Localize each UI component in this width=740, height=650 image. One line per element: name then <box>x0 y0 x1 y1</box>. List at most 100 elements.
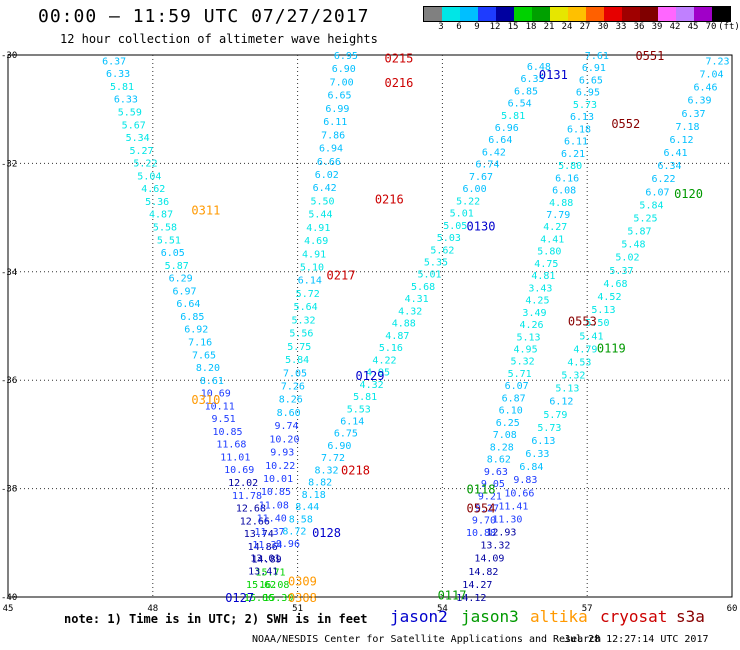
color-swatch <box>676 7 694 21</box>
chart-title: 00:00 – 11:59 UTC 07/27/2017 <box>38 6 370 27</box>
wave-height-value: 6.74 <box>475 160 499 171</box>
wave-height-value: 9.51 <box>212 414 236 425</box>
wave-height-value: 4.95 <box>366 368 390 379</box>
wave-height-value: 10.88 <box>466 528 496 539</box>
wave-height-value: 6.65 <box>579 75 603 86</box>
wave-height-value: 4.68 <box>603 279 627 290</box>
wave-height-value: 5.41 <box>579 331 603 342</box>
color-scale-label: 27 <box>579 22 591 32</box>
y-tick-label: -30 <box>1 51 17 61</box>
color-scale-label: 30 <box>597 22 609 32</box>
wave-height-value: 11.78 <box>232 491 262 502</box>
wave-height-value: 7.00 <box>330 77 354 88</box>
wave-height-value: 8.28 <box>490 442 514 453</box>
wave-height-value: 6.64 <box>488 135 512 146</box>
wave-height-value: 4.31 <box>405 294 429 305</box>
x-tick-label: 48 <box>147 604 158 614</box>
color-scale-label: (ft) <box>718 22 740 32</box>
wave-height-value: 7.26 <box>281 381 305 392</box>
color-scale-label: 70 <box>705 22 717 32</box>
wave-height-value: 6.07 <box>645 187 669 198</box>
color-scale-label: 39 <box>651 22 663 32</box>
wave-height-value: 6.34 <box>657 161 681 172</box>
wave-height-value: 12.66 <box>240 516 270 527</box>
wave-height-value: 6.33 <box>114 95 138 106</box>
color-swatch <box>568 7 586 21</box>
wave-height-value: 7.04 <box>699 70 723 81</box>
wave-height-value: 5.56 <box>289 329 313 340</box>
pass-time-label: 0308 <box>288 591 317 605</box>
wave-height-value: 5.27 <box>129 146 153 157</box>
wave-height-value: 6.21 <box>561 149 585 160</box>
wave-height-value: 6.85 <box>514 86 538 97</box>
wave-height-value: 7.61 <box>585 51 609 62</box>
wave-height-value: 6.87 <box>502 393 526 404</box>
wave-height-value: 11.30 <box>492 514 522 525</box>
wave-height-value: 8.18 <box>302 490 326 501</box>
wave-height-value: 6.08 <box>552 186 576 197</box>
y-tick-label: -34 <box>1 268 17 278</box>
y-tick-label: -40 <box>1 593 17 603</box>
x-tick-label: 60 <box>727 604 738 614</box>
pass-time-label: 0216 <box>384 76 413 90</box>
wave-height-value: 13.32 <box>480 541 510 552</box>
wave-height-value: 6.54 <box>508 99 532 110</box>
wave-height-value: 6.13 <box>531 436 555 447</box>
pass-time-label: 0309 <box>288 575 317 589</box>
wave-height-value: 6.39 <box>687 96 711 107</box>
wave-height-value: 5.25 <box>633 213 657 224</box>
pass-time-label: 0218 <box>341 464 370 478</box>
wave-height-value: 5.36 <box>145 197 169 208</box>
pass-time-label: 0130 <box>467 220 496 234</box>
wave-height-value: 8.20 <box>196 363 220 374</box>
wave-height-value: 5.87 <box>627 227 651 238</box>
color-swatch <box>694 7 712 21</box>
wave-height-value: 5.50 <box>311 196 335 207</box>
wave-height-value: 7.05 <box>283 368 307 379</box>
wave-height-value: 4.91 <box>306 223 330 234</box>
wave-height-value: 15.62 <box>246 580 276 591</box>
color-scale-label: 6 <box>456 22 462 32</box>
wave-height-value: 5.10 <box>300 263 324 274</box>
pass-time-label: 0553 <box>568 315 597 329</box>
color-swatch <box>586 7 604 21</box>
wave-height-value: 5.80 <box>537 247 561 258</box>
legend-s3a: s3a <box>676 607 705 626</box>
wave-height-value: 5.67 <box>122 120 146 131</box>
wave-height-value: 5.75 <box>287 342 311 353</box>
wave-height-value: 16.08 <box>259 580 289 591</box>
color-swatch <box>460 7 478 21</box>
wave-height-value: 5.81 <box>110 82 134 93</box>
wave-height-value: 6.65 <box>327 91 351 102</box>
wave-height-value: 10.85 <box>212 427 242 438</box>
wave-height-value: 4.52 <box>597 292 621 303</box>
wave-height-value: 5.81 <box>353 392 377 403</box>
x-tick-label: 54 <box>437 604 448 614</box>
wave-height-value: 5.35 <box>424 258 448 269</box>
wave-height-value: 6.25 <box>496 418 520 429</box>
pass-time-label: 0127 <box>225 591 254 605</box>
wave-height-value: 5.34 <box>126 133 150 144</box>
wave-height-value: 6.14 <box>340 417 364 428</box>
wave-height-value: 5.72 <box>296 289 320 300</box>
wave-height-value: 6.29 <box>169 274 193 285</box>
wave-height-value: 6.12 <box>669 135 693 146</box>
wave-height-value: 6.90 <box>327 441 351 452</box>
y-tick-label: -32 <box>1 159 17 169</box>
wave-height-value: 4.25 <box>525 296 549 307</box>
wave-height-value: 7.86 <box>321 130 345 141</box>
pass-time-label: 0310 <box>191 393 220 407</box>
color-swatch <box>604 7 622 21</box>
wave-height-value: 8.61 <box>200 376 224 387</box>
wave-height-value: 10.85 <box>261 487 291 498</box>
wave-height-value: 5.87 <box>165 261 189 272</box>
wave-height-value: 5.22 <box>133 159 157 170</box>
color-swatch <box>550 7 568 21</box>
wave-height-value: 4.53 <box>567 357 591 368</box>
wave-height-value: 6.41 <box>663 148 687 159</box>
wave-height-value: 5.80 <box>558 161 582 172</box>
x-tick-label: 51 <box>292 604 303 614</box>
wave-height-value: 5.59 <box>118 108 142 119</box>
wave-height-value: 10.11 <box>205 401 235 412</box>
